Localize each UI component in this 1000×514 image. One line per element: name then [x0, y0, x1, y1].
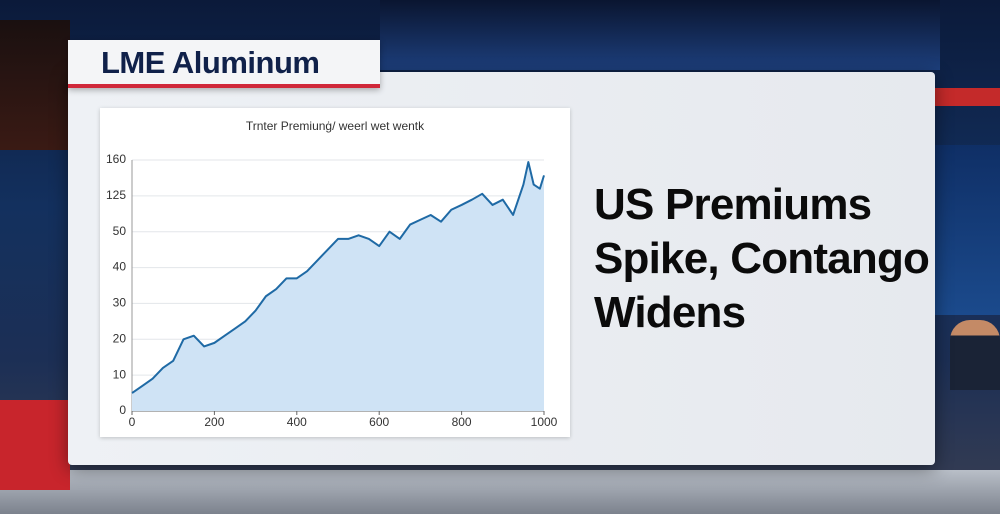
studio-light-band: [380, 0, 940, 70]
x-tick-label: 0: [129, 415, 136, 429]
headline-line: Widens: [594, 288, 746, 337]
studio-red-panel: [0, 400, 70, 490]
y-tick-label: 125: [106, 188, 126, 202]
headline-line: Spike, Contango: [594, 234, 930, 283]
x-tick-label: 800: [452, 415, 472, 429]
y-tick-label: 50: [113, 224, 127, 238]
x-tick-label: 1000: [531, 415, 558, 429]
y-tick-label: 40: [113, 260, 127, 274]
title-tag: LME Aluminum: [68, 40, 380, 88]
y-tick-label: 160: [106, 152, 126, 166]
headline-line: US Premiums: [594, 180, 872, 229]
area: [132, 162, 544, 411]
title: LME Aluminum: [101, 45, 320, 80]
y-tick-label: 30: [113, 296, 127, 310]
headline: US Premiums Spike, Contango Widens: [594, 178, 930, 340]
y-tick-label: 10: [113, 367, 127, 381]
studio-red-stripe: [935, 88, 1000, 106]
x-tick-label: 600: [369, 415, 389, 429]
chart-card: Trnter Premiunġ/ weerl wet wentk 0 10 20 30…: [100, 108, 570, 437]
y-tick-label: 0: [119, 403, 126, 417]
x-tick-label: 400: [287, 415, 307, 429]
line: [131, 161, 545, 394]
studio-screen-right: [935, 145, 1000, 315]
y-tick-label: 20: [113, 331, 127, 345]
studio-desk: [0, 470, 1000, 514]
x-tick-label: 200: [204, 415, 224, 429]
chart-title: Trnter Premiunġ/ weerl wet wentk: [246, 119, 425, 133]
studio-screen-left: [0, 20, 70, 150]
chart: Trnter Premiunġ/ weerl wet wentk 0 10 20 30…: [106, 119, 558, 429]
anchor: [950, 320, 1000, 390]
